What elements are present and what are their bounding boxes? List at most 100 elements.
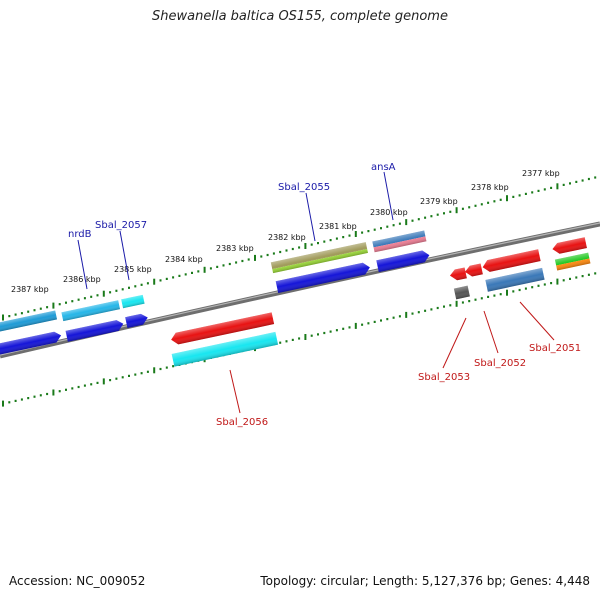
kbp-label-2377: 2377 kbp [522, 169, 560, 178]
gene-red-small-2 [464, 263, 483, 277]
gene-blue-arrow-2 [65, 320, 124, 342]
outer-tick [146, 282, 149, 285]
outer-tick [172, 276, 175, 279]
outer-tick [285, 249, 288, 252]
outer-tick [581, 179, 584, 182]
gene-label-ansA: ansA [371, 162, 396, 173]
leader-nrdB [77, 239, 88, 290]
outer-tick [140, 283, 143, 286]
outer-tick [310, 243, 313, 246]
inner-tick [58, 390, 61, 393]
outer-tick [241, 259, 244, 263]
inner-tick [109, 379, 112, 382]
outer-tick [83, 297, 86, 300]
gene-label-sbal-2051: Sbal_2051 [529, 343, 581, 354]
outer-tick [65, 301, 67, 304]
inner-tick [367, 322, 370, 325]
inner-tick [499, 293, 502, 296]
inner-tick [556, 278, 559, 285]
inner-tick [449, 304, 452, 307]
inner-tick [8, 401, 11, 404]
outer-tick [386, 225, 389, 228]
inner-tick [71, 387, 74, 390]
inner-tick [317, 333, 319, 336]
gene-blue-arrow-5 [376, 250, 430, 273]
inner-tick [335, 329, 338, 332]
outer-tick [46, 306, 49, 309]
outer-tick [203, 266, 206, 273]
outer-tick [474, 204, 477, 207]
inner-tick [134, 373, 137, 376]
outer-tick [134, 285, 137, 288]
outer-tick [569, 182, 571, 185]
inner-tick [537, 284, 540, 287]
inner-tick [386, 318, 389, 321]
inner-tick [487, 295, 490, 298]
inner-tick [298, 337, 301, 340]
outer-tick [272, 252, 275, 255]
gene-label-sbal-2055: Sbal_2055 [278, 182, 330, 193]
outer-tick [455, 207, 458, 214]
gene-sbal-2051 [554, 252, 591, 271]
kbp-label-2384: 2384 kbp [165, 255, 203, 264]
outer-tick [329, 239, 332, 242]
outer-tick [373, 228, 376, 231]
inner-tick [90, 383, 93, 386]
outer-tick [279, 250, 282, 254]
kbp-label-2381: 2381 kbp [319, 222, 357, 231]
inner-tick [39, 394, 42, 397]
inner-tick [96, 381, 99, 384]
inner-tick [354, 322, 357, 329]
inner-tick [115, 377, 118, 380]
outer-tick [512, 195, 515, 198]
inner-tick [524, 287, 527, 290]
outer-tick [430, 215, 433, 218]
outer-tick [499, 198, 502, 201]
outer-tick [417, 218, 420, 221]
outer-tick [436, 213, 439, 216]
outer-tick [228, 262, 231, 266]
inner-tick [468, 300, 471, 303]
leader-sbal-2055 [305, 192, 316, 242]
gene-blue-arrow-1 [0, 331, 62, 356]
gene-red-arrow [482, 249, 541, 272]
outer-tick [8, 315, 11, 318]
outer-tick [468, 206, 471, 209]
outer-tick [121, 288, 124, 291]
outer-tick [461, 207, 464, 210]
outer-tick [247, 258, 250, 261]
gene-label-sbal-2056: Sbal_2056 [216, 417, 268, 428]
inner-tick [323, 331, 326, 335]
inner-tick [474, 298, 477, 301]
inner-tick [121, 376, 124, 379]
outer-tick [531, 191, 534, 194]
outer-tick [317, 242, 319, 245]
kbp-label-2378: 2378 kbp [471, 183, 509, 192]
outer-tick [153, 278, 156, 285]
inner-tick [165, 366, 168, 369]
outer-tick [575, 180, 578, 183]
gene-sbal-2057-left [0, 310, 58, 333]
kbp-label-2383: 2383 kbp [216, 244, 254, 253]
outer-tick [550, 186, 553, 189]
gene-label-sbal-2052: Sbal_2052 [474, 358, 526, 369]
outer-tick [260, 255, 263, 258]
inner-tick [46, 392, 49, 396]
inner-tick [304, 334, 307, 340]
outer-tick [487, 201, 490, 204]
outer-tick [304, 243, 307, 249]
outer-tick [14, 313, 17, 316]
inner-tick [159, 367, 162, 371]
inner-tick [493, 294, 496, 297]
outer-tick [367, 230, 370, 233]
inner-tick [140, 372, 143, 375]
inner-tick [2, 400, 4, 407]
inner-tick [172, 365, 175, 368]
leader-sbal-2057 [119, 230, 130, 281]
gene-sbal-2056 [171, 312, 275, 345]
outer-tick [159, 279, 162, 282]
inner-tick [569, 277, 571, 280]
inner-tick [342, 327, 345, 330]
inner-tick [128, 374, 130, 377]
